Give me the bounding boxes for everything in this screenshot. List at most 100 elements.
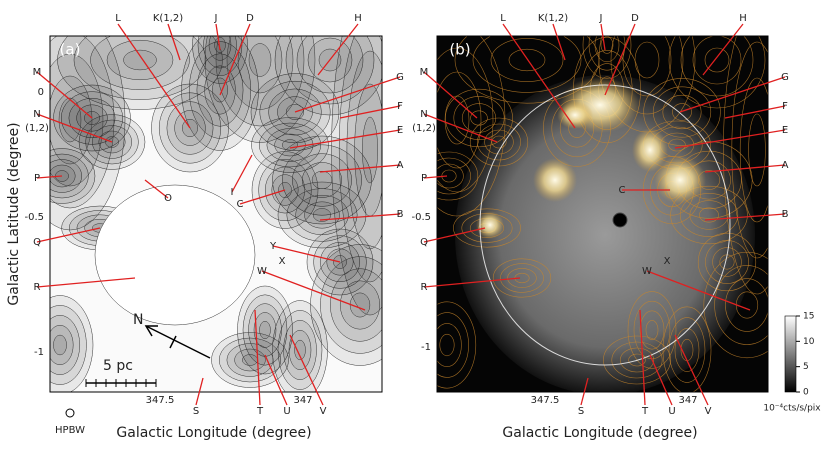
contour bbox=[196, 53, 244, 127]
contour bbox=[50, 315, 81, 375]
contour bbox=[242, 354, 258, 366]
leader-line bbox=[264, 354, 288, 406]
leader-line bbox=[294, 76, 401, 113]
leader-line bbox=[339, 105, 401, 119]
region-label: B bbox=[397, 209, 404, 220]
leader-line bbox=[167, 23, 181, 61]
contour bbox=[668, 36, 766, 109]
region-label: K(1,2) bbox=[153, 13, 183, 24]
leader-line bbox=[144, 179, 169, 199]
colorbar-tick-label: 0 bbox=[803, 388, 809, 398]
region-label: F bbox=[782, 101, 788, 112]
contour bbox=[712, 247, 742, 277]
contour bbox=[437, 71, 482, 169]
contour bbox=[274, 36, 382, 116]
colorbar-tick-label: 5 bbox=[803, 362, 809, 372]
region-label: X bbox=[279, 256, 286, 267]
y-tick-label: -1 bbox=[421, 342, 431, 353]
leader-line bbox=[195, 377, 204, 406]
scale-bar-label: 5 pc bbox=[103, 358, 133, 374]
region-label: J bbox=[214, 13, 218, 24]
contour bbox=[204, 36, 316, 143]
contour bbox=[652, 86, 712, 138]
region-label: E bbox=[397, 125, 403, 136]
contour bbox=[214, 37, 226, 53]
contour bbox=[739, 77, 768, 223]
region-label: V bbox=[320, 406, 327, 417]
leader-line bbox=[679, 76, 786, 113]
leader-line bbox=[231, 154, 253, 193]
contour bbox=[53, 334, 67, 356]
x-tick-label: 347.5 bbox=[531, 395, 560, 406]
leader-line bbox=[317, 23, 359, 76]
contour bbox=[94, 184, 256, 326]
contour bbox=[507, 268, 537, 288]
y-tick-label: 0 bbox=[38, 87, 44, 98]
region-label: N bbox=[420, 109, 427, 120]
contour bbox=[331, 36, 382, 316]
contour bbox=[692, 36, 742, 85]
contour bbox=[645, 320, 659, 340]
contour bbox=[491, 135, 507, 149]
contour bbox=[689, 200, 729, 230]
contour bbox=[705, 240, 749, 284]
contour bbox=[50, 324, 74, 366]
contour bbox=[330, 268, 382, 342]
contour bbox=[277, 181, 367, 249]
leader-line bbox=[36, 227, 101, 243]
leader-line bbox=[724, 105, 786, 119]
contour bbox=[50, 148, 96, 204]
region-label: G bbox=[781, 72, 789, 83]
contour bbox=[312, 208, 332, 222]
contour bbox=[492, 258, 552, 298]
region-label: O bbox=[164, 193, 172, 204]
contour bbox=[508, 48, 546, 72]
region-label: J bbox=[599, 13, 603, 24]
diffuse-emission bbox=[455, 75, 755, 392]
contour bbox=[259, 320, 271, 340]
contour bbox=[643, 78, 721, 146]
contour bbox=[212, 77, 228, 103]
region-label: F bbox=[397, 101, 403, 112]
region-label: L bbox=[115, 13, 121, 24]
leader-line bbox=[289, 334, 324, 406]
region-label: (1,2) bbox=[412, 123, 436, 134]
contour bbox=[714, 265, 768, 345]
region-label: U bbox=[283, 406, 290, 417]
contour bbox=[672, 103, 692, 121]
contour bbox=[203, 36, 237, 69]
contour bbox=[453, 208, 521, 248]
contour bbox=[50, 75, 93, 165]
region-label: T bbox=[256, 406, 264, 417]
leader-line bbox=[423, 227, 486, 243]
region-label: N bbox=[33, 109, 40, 120]
contour bbox=[248, 43, 272, 77]
leader-line bbox=[219, 23, 251, 96]
contour bbox=[346, 50, 382, 250]
region-label: B bbox=[782, 209, 789, 220]
contour bbox=[282, 144, 362, 216]
region-label: P bbox=[34, 173, 40, 184]
leader-line bbox=[649, 354, 673, 406]
contour bbox=[670, 185, 748, 245]
leader-line bbox=[502, 23, 576, 129]
leader-line bbox=[36, 277, 136, 288]
leader-line bbox=[289, 129, 401, 149]
region-label: M bbox=[33, 67, 42, 78]
leader-line bbox=[580, 377, 589, 406]
region-label: A bbox=[397, 160, 404, 171]
contour bbox=[50, 159, 83, 193]
contour bbox=[288, 329, 312, 371]
contour bbox=[662, 306, 712, 392]
contour bbox=[662, 94, 702, 130]
region-label: E bbox=[782, 125, 788, 136]
contour bbox=[668, 317, 706, 383]
contour bbox=[611, 341, 663, 379]
contour bbox=[634, 41, 660, 79]
leader-line bbox=[423, 175, 448, 179]
contour bbox=[242, 294, 288, 366]
contour bbox=[439, 333, 455, 357]
contour bbox=[610, 36, 684, 115]
region-label: G bbox=[396, 72, 404, 83]
